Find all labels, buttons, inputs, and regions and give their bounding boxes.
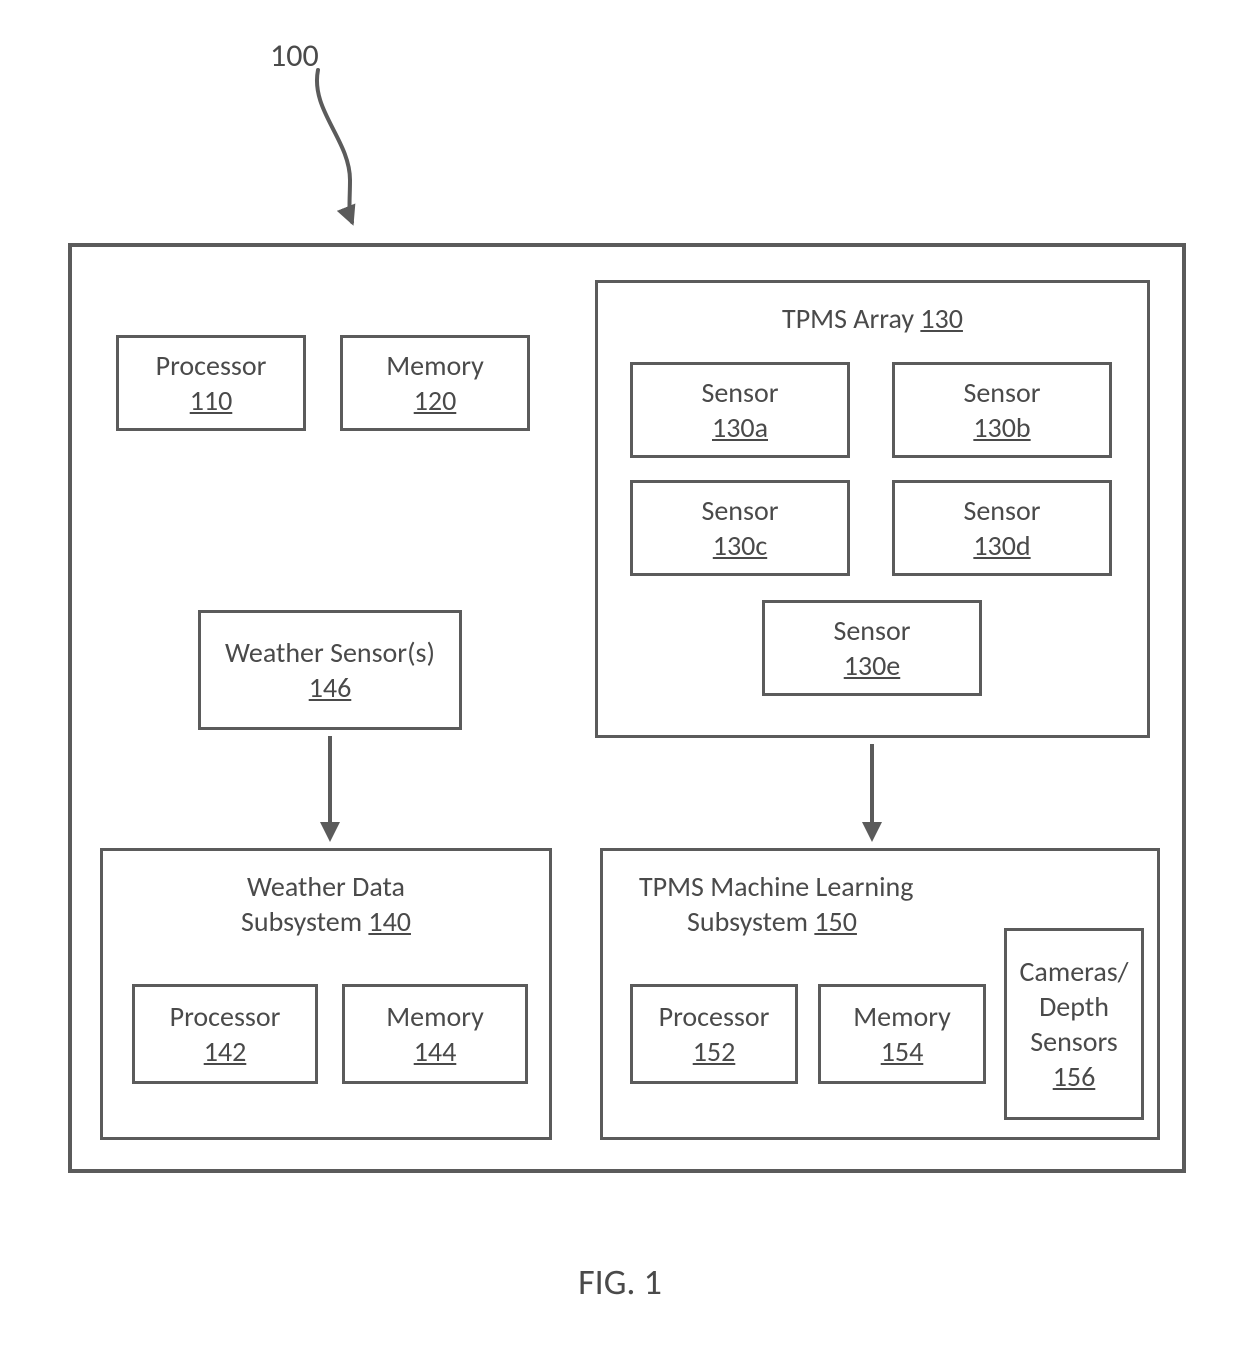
figure-canvas: Processor110Memory120TPMS Array 130Senso… — [0, 0, 1240, 1371]
memory-label-text: Memory — [386, 348, 484, 383]
memory-ref: 120 — [414, 383, 457, 418]
sensor_a-label-text: Sensor — [702, 375, 779, 410]
sensor_b: Sensor130b — [892, 362, 1112, 458]
pointer-curve — [317, 70, 352, 222]
sensor_c-ref: 130c — [713, 528, 767, 563]
sensor_e-ref: 130e — [844, 648, 901, 683]
t_mem-label-text: Memory — [853, 999, 951, 1034]
tpms_sub-ref: 150 — [814, 904, 857, 939]
sensor_d: Sensor130d — [892, 480, 1112, 576]
cameras-ref: 156 — [1053, 1059, 1096, 1094]
tpms_sub-title-line1: TPMS Machine Learning — [639, 869, 913, 904]
sensor_a-ref: 130a — [712, 410, 768, 445]
t_mem: Memory154 — [818, 984, 986, 1084]
sensor_b-label-text: Sensor — [964, 375, 1041, 410]
w_mem-label-text: Memory — [386, 999, 484, 1034]
tpms_sub-title-line2: Subsystem 150 — [639, 904, 857, 939]
weather_sub-title-line2: Subsystem 140 — [241, 904, 411, 939]
weather_sub-ref: 140 — [368, 904, 411, 939]
sensor_e: Sensor130e — [762, 600, 982, 696]
t_proc-ref: 152 — [693, 1034, 736, 1069]
sensor_d-ref: 130d — [973, 528, 1030, 563]
w_proc-ref: 142 — [204, 1034, 247, 1069]
tpms_array-ref: 130 — [920, 301, 963, 336]
system-ref-label: 100 — [270, 36, 319, 75]
w_mem-ref: 144 — [414, 1034, 457, 1069]
sensor_c: Sensor130c — [630, 480, 850, 576]
weather_sensors: Weather Sensor(s)146 — [198, 610, 462, 730]
processor-ref: 110 — [190, 383, 233, 418]
memory: Memory120 — [340, 335, 530, 431]
sensor_c-label-text: Sensor — [702, 493, 779, 528]
sensor_b-ref: 130b — [973, 410, 1030, 445]
sensor_e-label-text: Sensor — [834, 613, 911, 648]
w_mem: Memory144 — [342, 984, 528, 1084]
sensor_d-label-text: Sensor — [964, 493, 1041, 528]
t_proc: Processor152 — [630, 984, 798, 1084]
sensor_a: Sensor130a — [630, 362, 850, 458]
weather_sensors-label-text: Weather Sensor(s) — [225, 635, 435, 670]
w_proc: Processor142 — [132, 984, 318, 1084]
t_proc-label-text: Processor — [659, 999, 770, 1034]
t_mem-ref: 154 — [881, 1034, 924, 1069]
tpms_array-label-text: TPMS Array — [782, 301, 914, 336]
tpms_array-label: TPMS Array 130 — [782, 301, 963, 336]
weather_sensors-ref: 146 — [309, 670, 352, 705]
cameras: Cameras/ Depth Sensors156 — [1004, 928, 1144, 1120]
cameras-label-text: Cameras/ Depth Sensors — [1007, 954, 1141, 1059]
w_proc-label-text: Processor — [170, 999, 281, 1034]
figure-caption: FIG. 1 — [0, 1260, 1240, 1304]
weather_sub-title-line1: Weather Data — [247, 869, 405, 904]
processor: Processor110 — [116, 335, 306, 431]
processor-label-text: Processor — [156, 348, 267, 383]
